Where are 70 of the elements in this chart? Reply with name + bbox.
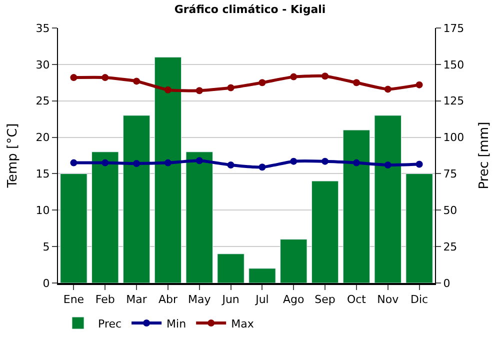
y-tick-label: 25 bbox=[36, 94, 50, 108]
point bbox=[102, 74, 109, 82]
x-tick-label: Nov bbox=[377, 293, 400, 306]
bar bbox=[122, 115, 150, 283]
point bbox=[290, 73, 298, 80]
x-tick-label: Mar bbox=[126, 293, 148, 306]
point bbox=[384, 161, 392, 168]
y2-tick-label: 25 bbox=[443, 240, 458, 254]
x-tick-label: Jun bbox=[221, 293, 240, 306]
point bbox=[227, 161, 234, 168]
point bbox=[322, 72, 329, 80]
point bbox=[164, 86, 172, 94]
bar bbox=[406, 173, 433, 283]
point bbox=[258, 79, 266, 86]
y2-tick-label: 100 bbox=[443, 131, 464, 144]
y-tick-label: 15 bbox=[36, 168, 50, 181]
point bbox=[196, 87, 203, 94]
y2-tick-label: 50 bbox=[443, 204, 458, 217]
point bbox=[70, 74, 78, 82]
y2-tick-label: 75 bbox=[443, 168, 458, 181]
y2-tick-label: 0 bbox=[443, 276, 450, 290]
y-tick-label: 5 bbox=[42, 240, 50, 254]
point bbox=[70, 159, 78, 166]
point bbox=[133, 78, 140, 85]
y-axis-title: Temp [°C] bbox=[6, 123, 21, 189]
y2-axis-title: Prec [mm] bbox=[476, 122, 492, 190]
point bbox=[416, 81, 423, 88]
bar bbox=[248, 268, 276, 283]
y-tick-label: 35 bbox=[36, 22, 50, 35]
x-tick-label: Feb bbox=[95, 293, 115, 306]
point bbox=[290, 158, 298, 165]
x-tick-label: Abr bbox=[158, 293, 178, 306]
y-tick-label: 30 bbox=[36, 58, 50, 72]
x-tick-label: Oct bbox=[346, 293, 367, 306]
point bbox=[164, 159, 172, 166]
x-tick-label: Jul bbox=[254, 293, 269, 306]
bar bbox=[311, 180, 339, 283]
point bbox=[102, 159, 109, 166]
y-tick-label: 20 bbox=[36, 131, 50, 144]
bar bbox=[92, 152, 119, 283]
bar bbox=[60, 173, 88, 283]
x-tick-label: Ago bbox=[283, 293, 305, 306]
x-tick-label: Dic bbox=[410, 293, 428, 306]
bar bbox=[280, 239, 308, 283]
bar bbox=[217, 254, 244, 283]
point bbox=[196, 157, 203, 164]
y2-tick-label: 150 bbox=[443, 58, 464, 72]
bar bbox=[186, 152, 213, 283]
point bbox=[258, 164, 266, 171]
point bbox=[352, 79, 360, 86]
bar bbox=[342, 130, 370, 283]
point bbox=[133, 160, 140, 168]
point bbox=[352, 159, 360, 166]
point bbox=[416, 160, 423, 168]
point bbox=[384, 86, 392, 93]
legend-label: Max bbox=[231, 317, 254, 330]
point bbox=[322, 158, 329, 165]
legend-label: Prec bbox=[98, 317, 122, 330]
bar bbox=[154, 56, 182, 283]
y2-tick-label: 125 bbox=[443, 94, 464, 108]
x-tick-label: May bbox=[188, 293, 212, 306]
legend-label: Min bbox=[166, 317, 186, 330]
x-tick-label: Ene bbox=[63, 293, 84, 306]
y2-tick-label: 175 bbox=[443, 22, 464, 35]
y-tick-label: 0 bbox=[42, 276, 50, 290]
chart-title: Gráfico climático - Kigali bbox=[174, 2, 326, 16]
x-tick-label: Sep bbox=[314, 293, 336, 306]
bar bbox=[374, 115, 402, 283]
y-tick-label: 10 bbox=[36, 204, 50, 217]
point bbox=[227, 84, 234, 92]
